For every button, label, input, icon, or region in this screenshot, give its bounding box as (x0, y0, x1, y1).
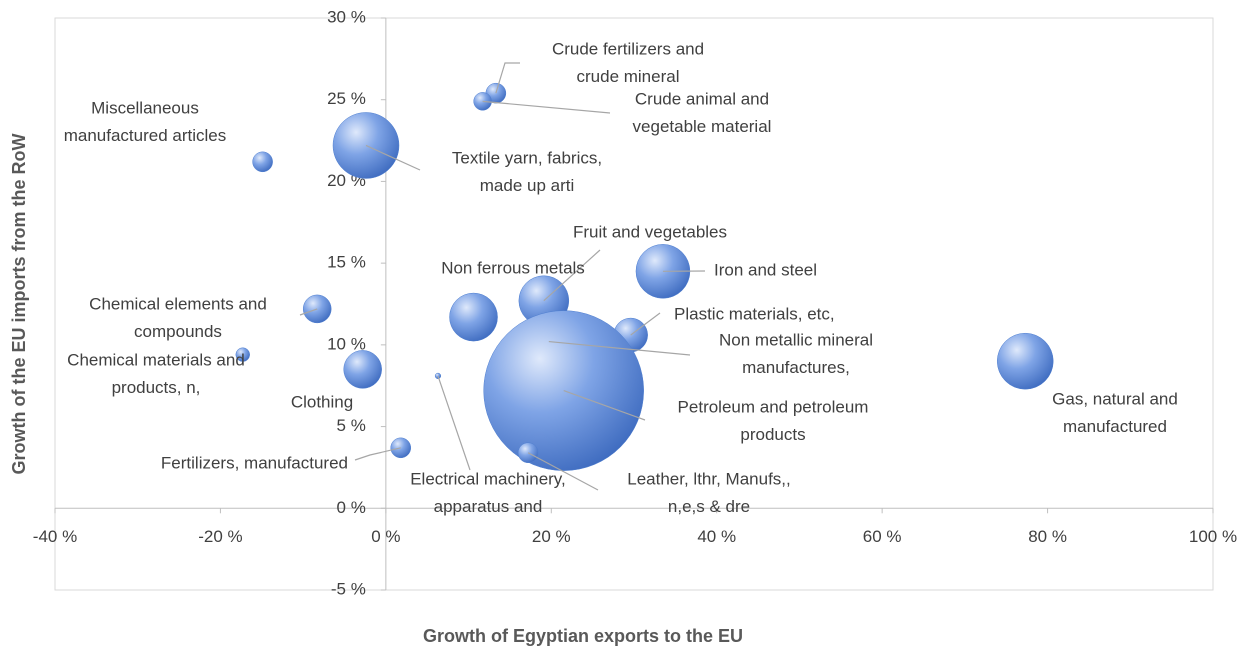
data-label: apparatus and (434, 497, 543, 516)
x-tick-label: 100 % (1189, 527, 1237, 546)
data-label: Non ferrous metals (441, 258, 585, 277)
data-label: crude mineral (577, 67, 680, 86)
x-axis-title: Growth of Egyptian exports to the EU (423, 626, 743, 646)
leader-line (299, 308, 318, 316)
bubble (235, 347, 250, 362)
data-label: Electrical machinery, (410, 469, 566, 488)
bubble (343, 350, 382, 389)
bubble (449, 292, 498, 342)
data-label: Clothing (291, 392, 353, 411)
bubble (996, 332, 1054, 390)
data-label: Chemical materials and (67, 350, 245, 369)
leader-line (354, 447, 401, 461)
x-tick-label: 60 % (863, 527, 902, 546)
leader-line (365, 144, 421, 171)
data-label: Chemical elements and (89, 294, 267, 313)
y-tick-label: 5 % (337, 416, 366, 435)
data-label: products (740, 425, 805, 444)
leader-line (527, 452, 599, 491)
data-label: n,e,s & dre (668, 497, 750, 516)
x-tick-label: -40 % (33, 527, 77, 546)
y-tick-label: 30 % (327, 7, 366, 26)
data-label: Leather, lthr, Manufs,, (627, 469, 790, 488)
leader-line (495, 62, 520, 94)
data-label: Textile yarn, fabrics, (452, 148, 602, 167)
data-label: vegetable material (633, 117, 772, 136)
data-label: manufactured (1063, 417, 1167, 436)
leader-line (437, 375, 471, 471)
x-tick-label: 40 % (697, 527, 736, 546)
data-label: Non metallic mineral (719, 330, 873, 349)
data-label: Miscellaneous (91, 98, 199, 117)
x-tick-label: 20 % (532, 527, 571, 546)
bubble (252, 151, 273, 173)
y-axis-title: Growth of the EU imports from the RoW (9, 134, 29, 475)
data-label: compounds (134, 322, 222, 341)
data-label: made up arti (480, 176, 575, 195)
x-tick-label: -20 % (198, 527, 242, 546)
y-tick-label: 10 % (327, 334, 366, 353)
data-label: Iron and steel (714, 260, 817, 279)
plot-border (54, 17, 1214, 591)
x-tick-label: 0 % (371, 527, 400, 546)
data-label: Petroleum and petroleum (678, 397, 869, 416)
leader-line (630, 312, 661, 336)
leader-line (482, 100, 611, 114)
y-tick-label: 15 % (327, 253, 366, 272)
y-tick-label: -5 % (331, 579, 366, 598)
data-label: Crude fertilizers and (552, 39, 704, 58)
data-label: Fruit and vegetables (573, 222, 727, 241)
data-label: Plastic materials, etc, (674, 304, 835, 323)
x-tick-label: 80 % (1028, 527, 1067, 546)
leader-line (563, 390, 646, 421)
leader-line (548, 340, 691, 356)
data-label: Gas, natural and (1052, 389, 1178, 408)
data-label: Crude animal and (635, 89, 769, 108)
data-label: manufactures, (742, 358, 850, 377)
data-label: products, n, (112, 378, 201, 397)
data-label: manufactured articles (64, 126, 227, 145)
data-label: Fertilizers, manufactured (161, 453, 348, 472)
y-tick-label: 25 % (327, 89, 366, 108)
y-tick-label: 0 % (337, 498, 366, 517)
leader-line (543, 249, 601, 302)
